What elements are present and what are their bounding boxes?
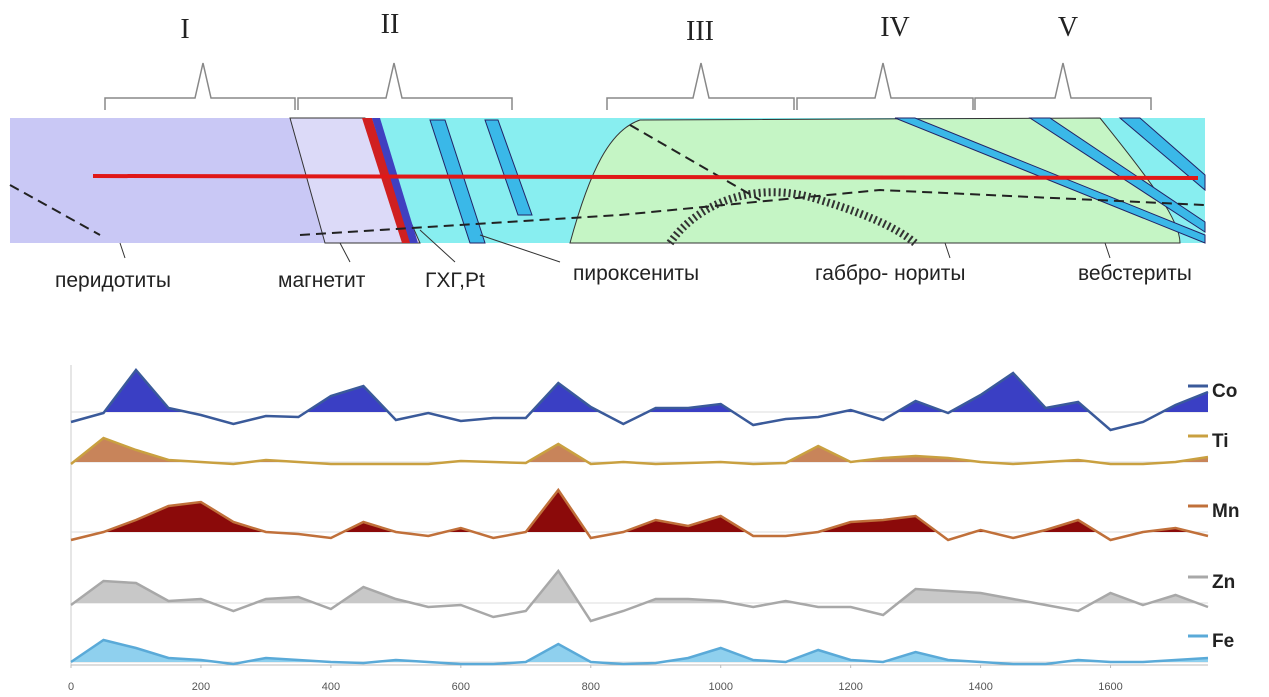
x-tick-label: 1400 — [968, 681, 992, 693]
legend-label: Co — [1212, 381, 1237, 402]
x-tick-label: 800 — [582, 681, 600, 693]
area — [71, 490, 1208, 532]
ghg2 — [372, 118, 418, 243]
line — [70, 638, 1209, 666]
magnetite — [289, 117, 421, 244]
legend-label: Zn — [1212, 572, 1235, 593]
x-tick-label: 400 — [322, 681, 340, 693]
area — [71, 370, 1208, 412]
zone-label: IV — [880, 12, 910, 43]
x-tick-label: 200 — [192, 681, 210, 693]
ghg — [362, 118, 412, 243]
line — [70, 568, 1209, 623]
x-tick-label: 1600 — [1098, 681, 1122, 693]
line — [70, 487, 1209, 542]
profile-line — [92, 174, 1199, 180]
rock-label: пироксениты — [573, 262, 699, 285]
faults — [9, 124, 1206, 236]
leaders — [119, 229, 1111, 263]
area — [71, 640, 1208, 662]
rock-label: габбро- нориты — [815, 262, 966, 285]
peridotite — [10, 118, 325, 243]
area — [71, 438, 1208, 462]
dykes-right — [894, 117, 1206, 244]
zone-label: III — [686, 16, 714, 47]
x-tick-label: 1200 — [838, 681, 862, 693]
zone-label: I — [180, 14, 189, 45]
dykes — [429, 119, 533, 244]
braces — [104, 62, 1152, 110]
rock-label: ГХГ,Pt — [425, 269, 485, 292]
rock-label: вебстериты — [1078, 262, 1192, 285]
legend-label: Mn — [1212, 501, 1239, 522]
line — [70, 368, 1209, 432]
legend-label: Ti — [1212, 431, 1229, 452]
x-tick-label: 600 — [452, 681, 470, 693]
section: I II III IV V перидотиты магнетит ГХГ,Pt… — [9, 9, 1206, 292]
x-tick-label: 0 — [68, 681, 74, 693]
zone-label: II — [381, 9, 400, 40]
legend-label: Fe — [1212, 631, 1234, 652]
rock-label: магнетит — [278, 269, 366, 292]
pyroxenite-band — [666, 188, 918, 247]
gabbro — [569, 117, 1181, 244]
x-tick-label: 1000 — [708, 681, 732, 693]
rock-label: перидотиты — [55, 269, 171, 292]
zone-label: V — [1058, 12, 1078, 43]
line — [70, 436, 1209, 466]
area — [71, 571, 1208, 603]
